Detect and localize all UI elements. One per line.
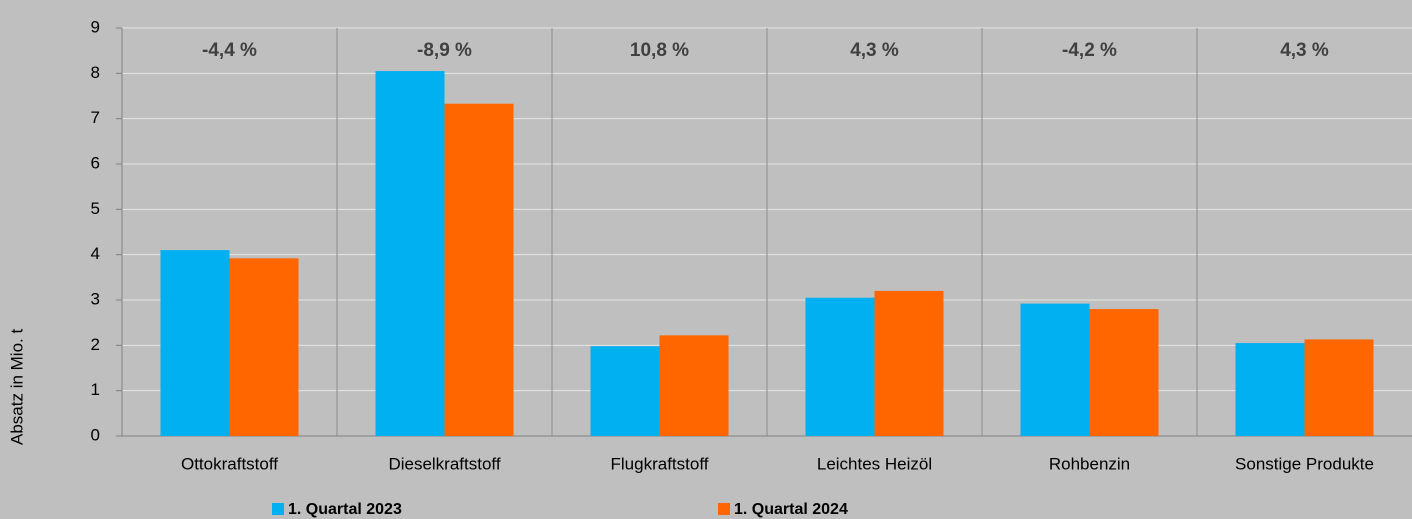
bar	[1089, 309, 1159, 436]
legend-label: 1. Quartal 2023	[288, 501, 402, 518]
bar	[375, 71, 445, 437]
bar	[160, 250, 230, 436]
annotation: 4,3 %	[1280, 40, 1329, 61]
y-tick-label: 5	[91, 199, 100, 218]
y-tick-label: 6	[91, 153, 100, 172]
bar	[874, 290, 944, 436]
y-tick-label: 8	[91, 63, 100, 82]
bar	[229, 258, 299, 436]
y-tick-label: 2	[91, 335, 100, 354]
bar	[1020, 303, 1090, 436]
annotation: -4,4 %	[202, 40, 257, 61]
x-tick-label: Leichtes Heizöl	[817, 454, 932, 473]
x-tick-label: Dieselkraftstoff	[388, 454, 500, 473]
bar	[1235, 343, 1305, 436]
legend-swatch	[718, 503, 730, 515]
annotation: 4,3 %	[850, 40, 899, 61]
x-tick-label: Flugkraftstoff	[611, 454, 709, 473]
annotation: -4,2 %	[1062, 40, 1117, 61]
bar	[444, 103, 514, 436]
y-tick-label: 7	[91, 108, 100, 127]
annotation: 10,8 %	[630, 40, 689, 61]
bar	[1304, 339, 1374, 436]
y-tick-label: 1	[91, 380, 100, 399]
bar	[659, 335, 729, 436]
y-tick-label: 4	[91, 244, 100, 263]
y-axis-label: Absatz in Mio. t	[7, 329, 26, 445]
y-tick-label: 3	[91, 289, 100, 308]
bar	[590, 346, 660, 436]
annotation: -8,9 %	[417, 40, 472, 61]
x-tick-label: Sonstige Produkte	[1235, 454, 1374, 473]
legend-label: 1. Quartal 2024	[734, 501, 848, 518]
y-tick-label: 0	[91, 425, 100, 444]
y-tick-label: 9	[91, 17, 100, 36]
x-tick-label: Rohbenzin	[1049, 454, 1130, 473]
bar	[805, 297, 875, 436]
legend-swatch	[272, 503, 284, 515]
x-tick-label: Ottokraftstoff	[181, 454, 278, 473]
